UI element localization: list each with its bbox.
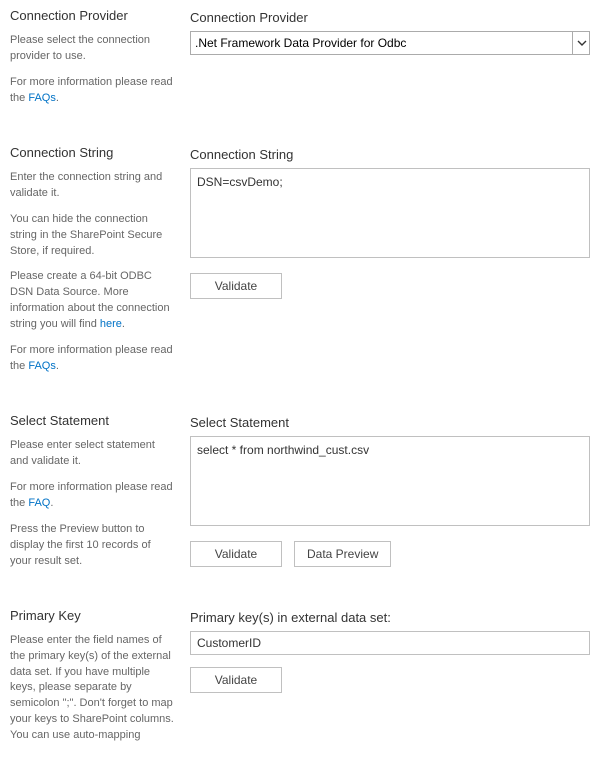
section-title: Select Statement [10, 413, 174, 428]
section-help-left: Connection Provider Please select the co… [10, 8, 190, 117]
section-title: Primary Key [10, 608, 174, 623]
help-text: For more information please read the FAQ… [10, 343, 174, 375]
connection-provider-select[interactable]: .Net Framework Data Provider for Odbc [190, 31, 590, 55]
help-text: Enter the connection string and validate… [10, 170, 174, 202]
primary-key-input[interactable] [190, 631, 590, 655]
help-text-prefix: Please create a 64-bit ODBC DSN Data Sou… [10, 270, 170, 330]
help-text: Press the Preview button to display the … [10, 522, 174, 570]
section-form-right: Primary key(s) in external data set: Val… [190, 608, 590, 755]
button-row: Validate [190, 667, 590, 693]
help-text: Please enter the field names of the prim… [10, 633, 174, 745]
faqs-link[interactable]: FAQs [28, 360, 56, 372]
section-select-statement: Select Statement Please enter select sta… [10, 413, 590, 580]
connection-string-input[interactable] [190, 168, 590, 258]
validate-button[interactable]: Validate [190, 667, 282, 693]
section-title: Connection Provider [10, 8, 174, 23]
help-text-suffix: . [56, 360, 59, 372]
field-label: Connection Provider [190, 10, 590, 25]
validate-button[interactable]: Validate [190, 541, 282, 567]
section-help-left: Select Statement Please enter select sta… [10, 413, 190, 580]
section-form-right: Connection Provider .Net Framework Data … [190, 8, 590, 117]
help-text: Please select the connection provider to… [10, 33, 174, 65]
faq-link[interactable]: FAQ [28, 497, 50, 509]
section-form-right: Select Statement Validate Data Preview [190, 413, 590, 580]
select-statement-input[interactable] [190, 436, 590, 526]
section-form-right: Connection String Validate [190, 145, 590, 385]
field-label: Connection String [190, 147, 590, 162]
faqs-link[interactable]: FAQs [28, 92, 56, 104]
field-label: Select Statement [190, 415, 590, 430]
help-text-suffix: . [122, 318, 125, 330]
help-text: For more information please read the FAQ… [10, 480, 174, 512]
help-text-suffix: . [56, 92, 59, 104]
help-text: For more information please read the FAQ… [10, 75, 174, 107]
help-text: Please enter select statement and valida… [10, 438, 174, 470]
section-title: Connection String [10, 145, 174, 160]
here-link[interactable]: here [100, 318, 122, 330]
field-label: Primary key(s) in external data set: [190, 610, 590, 625]
provider-select-wrap: .Net Framework Data Provider for Odbc [190, 31, 590, 55]
button-row: Validate [190, 273, 590, 299]
help-text-suffix: . [50, 497, 53, 509]
help-text: Please create a 64-bit ODBC DSN Data Sou… [10, 269, 174, 333]
section-connection-string: Connection String Enter the connection s… [10, 145, 590, 385]
section-help-left: Connection String Enter the connection s… [10, 145, 190, 385]
section-connection-provider: Connection Provider Please select the co… [10, 8, 590, 117]
button-row: Validate Data Preview [190, 541, 590, 567]
help-text: You can hide the connection string in th… [10, 212, 174, 260]
section-help-left: Primary Key Please enter the field names… [10, 608, 190, 755]
section-primary-key: Primary Key Please enter the field names… [10, 608, 590, 755]
data-preview-button[interactable]: Data Preview [294, 541, 391, 567]
validate-button[interactable]: Validate [190, 273, 282, 299]
